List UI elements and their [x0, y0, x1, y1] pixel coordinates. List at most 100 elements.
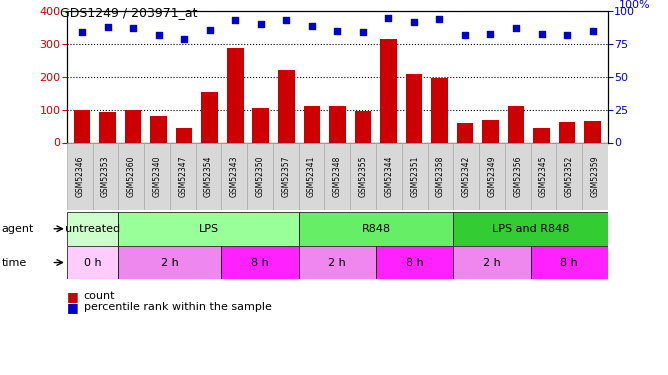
Text: agent: agent	[1, 224, 33, 234]
Point	[587, 28, 598, 34]
Text: GSM52340: GSM52340	[152, 156, 162, 197]
Text: GSM52359: GSM52359	[591, 156, 599, 197]
Text: GSM52356: GSM52356	[513, 156, 522, 197]
Point	[77, 29, 88, 35]
Point	[485, 31, 496, 37]
Bar	[150, 116, 167, 142]
Text: 8 h: 8 h	[405, 258, 424, 267]
Point	[102, 24, 113, 30]
Bar	[247, 142, 273, 210]
Bar	[278, 70, 295, 142]
Text: ■: ■	[67, 290, 79, 303]
Text: GSM52344: GSM52344	[384, 156, 393, 197]
Bar	[118, 212, 299, 246]
Bar	[454, 212, 608, 246]
Bar	[202, 92, 218, 142]
Text: 8 h: 8 h	[251, 258, 269, 267]
Bar	[428, 142, 454, 210]
Bar	[431, 78, 448, 142]
Bar	[118, 246, 221, 279]
Text: LPS and R848: LPS and R848	[492, 224, 569, 234]
Text: GSM52350: GSM52350	[256, 156, 265, 197]
Text: ■: ■	[67, 301, 79, 314]
Bar	[530, 142, 556, 210]
Bar	[273, 142, 299, 210]
Text: 2 h: 2 h	[161, 258, 179, 267]
Bar	[253, 108, 269, 142]
Bar	[508, 106, 524, 142]
Point	[307, 22, 317, 29]
Text: untreated: untreated	[65, 224, 120, 234]
Text: GSM52352: GSM52352	[564, 156, 574, 197]
Point	[154, 32, 164, 38]
Bar	[329, 106, 345, 142]
Text: GSM52346: GSM52346	[75, 156, 84, 197]
Text: GSM52345: GSM52345	[539, 156, 548, 197]
Bar	[299, 212, 454, 246]
Text: 0 h: 0 h	[84, 258, 102, 267]
Text: percentile rank within the sample: percentile rank within the sample	[84, 303, 271, 312]
Point	[179, 36, 190, 42]
Bar	[405, 74, 422, 142]
Point	[383, 15, 393, 21]
Bar	[558, 122, 575, 142]
Bar	[221, 246, 299, 279]
Bar	[144, 142, 170, 210]
Bar	[454, 246, 530, 279]
Text: GSM52355: GSM52355	[359, 156, 367, 197]
Bar	[299, 142, 325, 210]
Point	[536, 31, 547, 37]
Text: GSM52343: GSM52343	[230, 156, 238, 197]
Text: count: count	[84, 291, 115, 301]
Bar	[67, 142, 93, 210]
Text: 2 h: 2 h	[483, 258, 501, 267]
Point	[128, 26, 138, 32]
Text: GSM52357: GSM52357	[281, 156, 291, 197]
Bar	[221, 142, 247, 210]
Bar	[176, 128, 192, 142]
Text: GSM52360: GSM52360	[127, 156, 136, 197]
Text: GSM52358: GSM52358	[436, 156, 445, 197]
Bar	[505, 142, 530, 210]
Point	[204, 27, 215, 33]
Point	[281, 17, 292, 23]
Bar	[303, 106, 320, 142]
Bar	[355, 111, 371, 142]
Bar	[556, 142, 582, 210]
Bar	[299, 246, 376, 279]
Bar	[67, 212, 118, 246]
Bar	[67, 246, 118, 279]
Bar	[380, 39, 397, 142]
Bar	[170, 142, 196, 210]
Bar	[125, 110, 142, 142]
Point	[510, 26, 521, 32]
Bar	[530, 246, 608, 279]
Bar	[227, 48, 244, 142]
Bar	[376, 142, 401, 210]
Bar	[196, 142, 221, 210]
Point	[434, 16, 445, 22]
Text: GSM52351: GSM52351	[410, 156, 419, 197]
Bar	[454, 142, 479, 210]
Bar	[93, 142, 118, 210]
Text: LPS: LPS	[198, 224, 218, 234]
Point	[332, 28, 343, 34]
Bar	[350, 142, 376, 210]
Bar	[401, 142, 428, 210]
Point	[562, 32, 572, 38]
Bar	[100, 112, 116, 142]
Bar	[479, 142, 505, 210]
Bar	[533, 128, 550, 142]
Text: GSM52348: GSM52348	[333, 156, 342, 197]
Bar	[584, 121, 601, 142]
Text: GSM52354: GSM52354	[204, 156, 213, 197]
Text: time: time	[1, 258, 27, 267]
Point	[230, 17, 240, 23]
Bar	[376, 246, 454, 279]
Bar	[325, 142, 350, 210]
Bar	[457, 123, 473, 142]
Text: R848: R848	[361, 224, 391, 234]
Point	[255, 21, 266, 27]
Point	[409, 19, 420, 25]
Text: GSM52353: GSM52353	[101, 156, 110, 197]
